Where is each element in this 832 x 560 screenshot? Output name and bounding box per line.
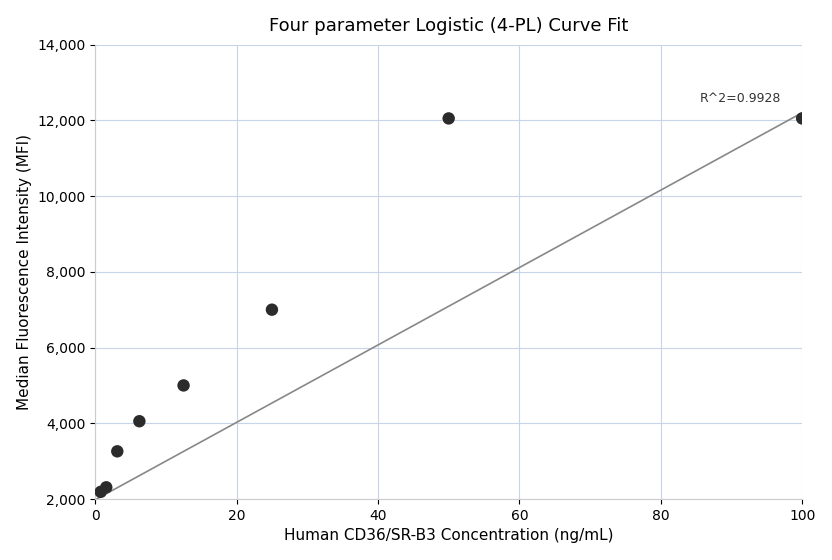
- Point: [177, 381, 191, 390]
- Point: [100, 483, 113, 492]
- Point: [111, 447, 124, 456]
- Y-axis label: Median Fluorescence Intensity (MFI): Median Fluorescence Intensity (MFI): [17, 134, 32, 410]
- Point: [442, 114, 455, 123]
- Text: R^2=0.9928: R^2=0.9928: [700, 92, 781, 105]
- Title: Four parameter Logistic (4-PL) Curve Fit: Four parameter Logistic (4-PL) Curve Fit: [269, 17, 628, 35]
- X-axis label: Human CD36/SR-B3 Concentration (ng/mL): Human CD36/SR-B3 Concentration (ng/mL): [284, 528, 613, 543]
- Point: [265, 305, 279, 314]
- Point: [133, 417, 146, 426]
- Point: [795, 114, 809, 123]
- Point: [94, 487, 107, 496]
